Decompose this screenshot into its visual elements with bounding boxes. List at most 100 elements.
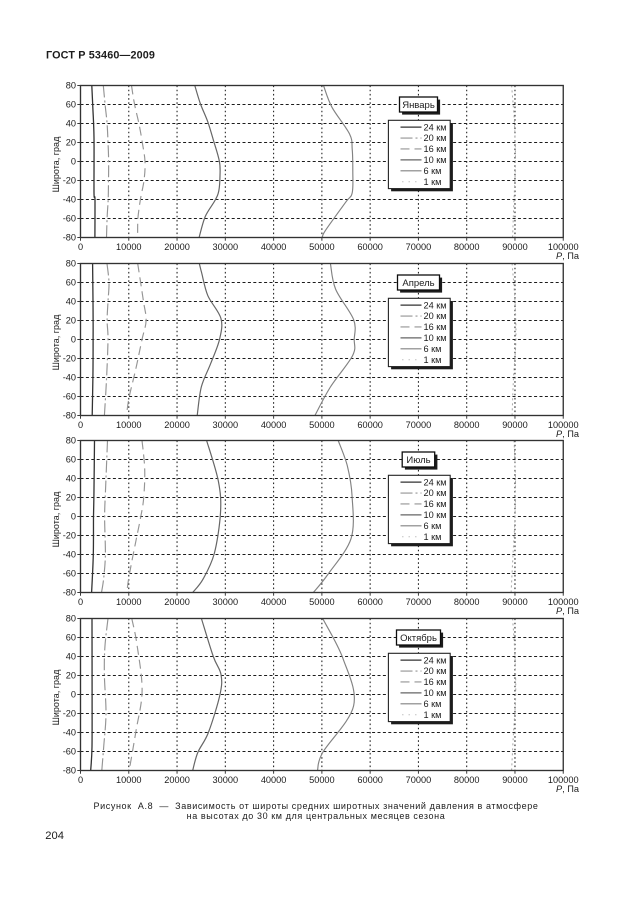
svg-text:6 км: 6 км — [424, 166, 442, 176]
svg-text:20: 20 — [66, 493, 76, 503]
svg-text:80000: 80000 — [454, 242, 480, 252]
svg-text:-20: -20 — [63, 176, 76, 186]
svg-text:Р, Па: Р, Па — [556, 784, 580, 794]
svg-text:0: 0 — [71, 335, 76, 345]
svg-text:-20: -20 — [63, 531, 76, 541]
svg-text:10000: 10000 — [116, 242, 142, 252]
svg-text:90000: 90000 — [502, 597, 528, 607]
svg-text:24 км: 24 км — [424, 655, 447, 665]
svg-text:1 км: 1 км — [424, 532, 442, 542]
svg-text:6 км: 6 км — [424, 344, 442, 354]
svg-text:30000: 30000 — [213, 775, 239, 785]
svg-text:80: 80 — [66, 81, 76, 91]
svg-text:ГОСТ Р 53460—2009: ГОСТ Р 53460—2009 — [46, 49, 155, 61]
svg-text:90000: 90000 — [502, 420, 528, 430]
svg-text:Широта, град: Широта, град — [51, 314, 61, 370]
svg-text:16 км: 16 км — [424, 322, 447, 332]
svg-text:-80: -80 — [63, 233, 76, 243]
svg-text:60: 60 — [66, 455, 76, 465]
svg-text:6 км: 6 км — [424, 521, 442, 531]
svg-text:100000: 100000 — [548, 775, 579, 785]
svg-text:1 км: 1 км — [424, 710, 442, 720]
svg-text:80: 80 — [66, 436, 76, 446]
svg-text:20 км: 20 км — [424, 488, 447, 498]
svg-text:Январь: Январь — [402, 100, 435, 111]
svg-text:0: 0 — [71, 157, 76, 167]
svg-text:0: 0 — [71, 512, 76, 522]
svg-text:-40: -40 — [63, 728, 76, 738]
svg-text:80000: 80000 — [454, 597, 480, 607]
svg-text:20 км: 20 км — [424, 133, 447, 143]
svg-text:24 км: 24 км — [424, 122, 447, 132]
svg-text:Широта, град: Широта, град — [51, 669, 61, 725]
svg-text:80: 80 — [66, 614, 76, 624]
svg-text:50000: 50000 — [309, 775, 335, 785]
svg-text:-60: -60 — [63, 214, 76, 224]
svg-text:-60: -60 — [63, 747, 76, 757]
svg-text:-60: -60 — [63, 569, 76, 579]
svg-text:80000: 80000 — [454, 420, 480, 430]
svg-text:100000: 100000 — [548, 420, 579, 430]
svg-text:6 км: 6 км — [424, 699, 442, 709]
svg-text:Р, Па: Р, Па — [556, 429, 580, 439]
svg-text:1 км: 1 км — [424, 177, 442, 187]
svg-text:60000: 60000 — [357, 597, 383, 607]
svg-text:16 км: 16 км — [424, 144, 447, 154]
svg-text:40: 40 — [66, 119, 76, 129]
svg-text:10 км: 10 км — [424, 510, 447, 520]
svg-text:40000: 40000 — [261, 775, 287, 785]
svg-text:90000: 90000 — [502, 242, 528, 252]
svg-text:10 км: 10 км — [424, 333, 447, 343]
svg-text:60: 60 — [66, 100, 76, 110]
svg-text:Широта, град: Широта, град — [51, 136, 61, 192]
svg-text:60: 60 — [66, 633, 76, 643]
svg-text:20000: 20000 — [164, 597, 190, 607]
svg-text:24 км: 24 км — [424, 300, 447, 310]
svg-text:0: 0 — [78, 420, 83, 430]
svg-text:40: 40 — [66, 652, 76, 662]
svg-text:20000: 20000 — [164, 775, 190, 785]
svg-text:-80: -80 — [63, 411, 76, 421]
svg-text:60: 60 — [66, 278, 76, 288]
svg-text:-20: -20 — [63, 354, 76, 364]
svg-text:Широта, град: Широта, град — [51, 491, 61, 547]
svg-text:20 км: 20 км — [424, 311, 447, 321]
svg-text:Р, Па: Р, Па — [556, 606, 580, 616]
svg-text:0: 0 — [78, 242, 83, 252]
svg-text:Рисунок А.8 — Зависимость о: Рисунок А.8 — Зависимость от широты сред… — [94, 801, 539, 811]
svg-text:20: 20 — [66, 316, 76, 326]
svg-text:0: 0 — [71, 690, 76, 700]
svg-text:30000: 30000 — [213, 242, 239, 252]
svg-text:-40: -40 — [63, 550, 76, 560]
svg-text:10 км: 10 км — [424, 688, 447, 698]
svg-text:40000: 40000 — [261, 242, 287, 252]
svg-text:60000: 60000 — [357, 775, 383, 785]
svg-text:30000: 30000 — [213, 420, 239, 430]
svg-text:20000: 20000 — [164, 420, 190, 430]
svg-text:10000: 10000 — [116, 775, 142, 785]
svg-text:-40: -40 — [63, 195, 76, 205]
svg-text:90000: 90000 — [502, 775, 528, 785]
svg-text:100000: 100000 — [548, 242, 579, 252]
svg-text:20: 20 — [66, 671, 76, 681]
svg-text:80000: 80000 — [454, 775, 480, 785]
svg-text:40: 40 — [66, 297, 76, 307]
svg-text:50000: 50000 — [309, 242, 335, 252]
svg-text:Апрель: Апрель — [402, 278, 434, 289]
svg-text:40: 40 — [66, 474, 76, 484]
svg-text:70000: 70000 — [406, 597, 432, 607]
svg-text:30000: 30000 — [213, 597, 239, 607]
svg-text:100000: 100000 — [548, 597, 579, 607]
svg-text:Р, Па: Р, Па — [556, 251, 580, 261]
svg-text:60000: 60000 — [357, 420, 383, 430]
svg-text:24 км: 24 км — [424, 477, 447, 487]
svg-text:0: 0 — [78, 597, 83, 607]
svg-text:на высотах до 30 км для центра: на высотах до 30 км для центральных меся… — [187, 811, 446, 821]
svg-text:10000: 10000 — [116, 597, 142, 607]
svg-text:Июль: Июль — [406, 455, 430, 466]
svg-text:204: 204 — [45, 830, 64, 842]
svg-text:-40: -40 — [63, 373, 76, 383]
svg-text:70000: 70000 — [406, 242, 432, 252]
svg-text:-80: -80 — [63, 588, 76, 598]
svg-text:50000: 50000 — [309, 420, 335, 430]
